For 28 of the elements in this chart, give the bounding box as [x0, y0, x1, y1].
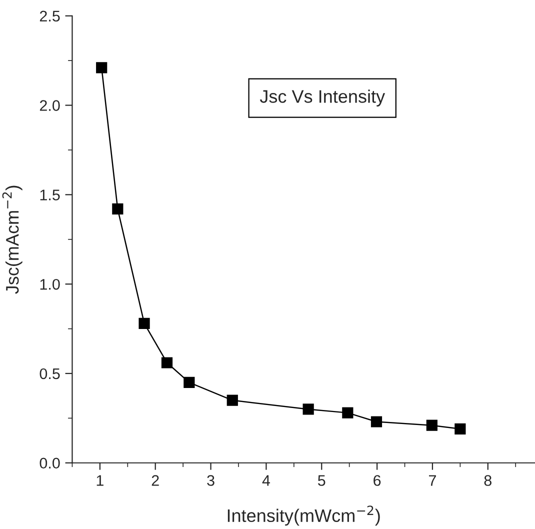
point: [138, 318, 150, 329]
x-tick-label: 6: [374, 475, 381, 486]
point: [112, 203, 124, 215]
y-tick-label: 0.0: [40, 458, 60, 469]
y-axis-title: Jsc(mAcm$^{−2}$): [2, 186, 22, 294]
x-tick-label: 1: [96, 475, 104, 486]
x-tick-label: 2: [152, 475, 159, 486]
point: [226, 394, 238, 406]
x-tick-label: 5: [318, 475, 326, 486]
y-tick-label: 2.5: [40, 10, 60, 22]
text: Jsc Vs Intensity: [260, 90, 386, 106]
x-axis-title: Intensity(mWcm$^{−2}$): [228, 506, 380, 526]
x-tick-label: 8: [484, 475, 492, 486]
x-tick-label: 7: [429, 475, 436, 486]
y-tick-label: 1.5: [40, 190, 60, 200]
point: [96, 62, 108, 74]
point: [426, 420, 438, 431]
y-tick-label: 0.5: [40, 368, 60, 380]
y-tick-label: 1.0: [40, 278, 60, 290]
x-tick-label: 4: [262, 475, 270, 486]
point: [342, 407, 354, 418]
y-tick-label: 2.0: [40, 100, 60, 111]
point: [161, 357, 173, 368]
point: [454, 423, 466, 434]
point: [370, 416, 382, 428]
point: [302, 404, 314, 415]
point: [184, 376, 195, 388]
x-tick-label: 3: [207, 475, 214, 486]
